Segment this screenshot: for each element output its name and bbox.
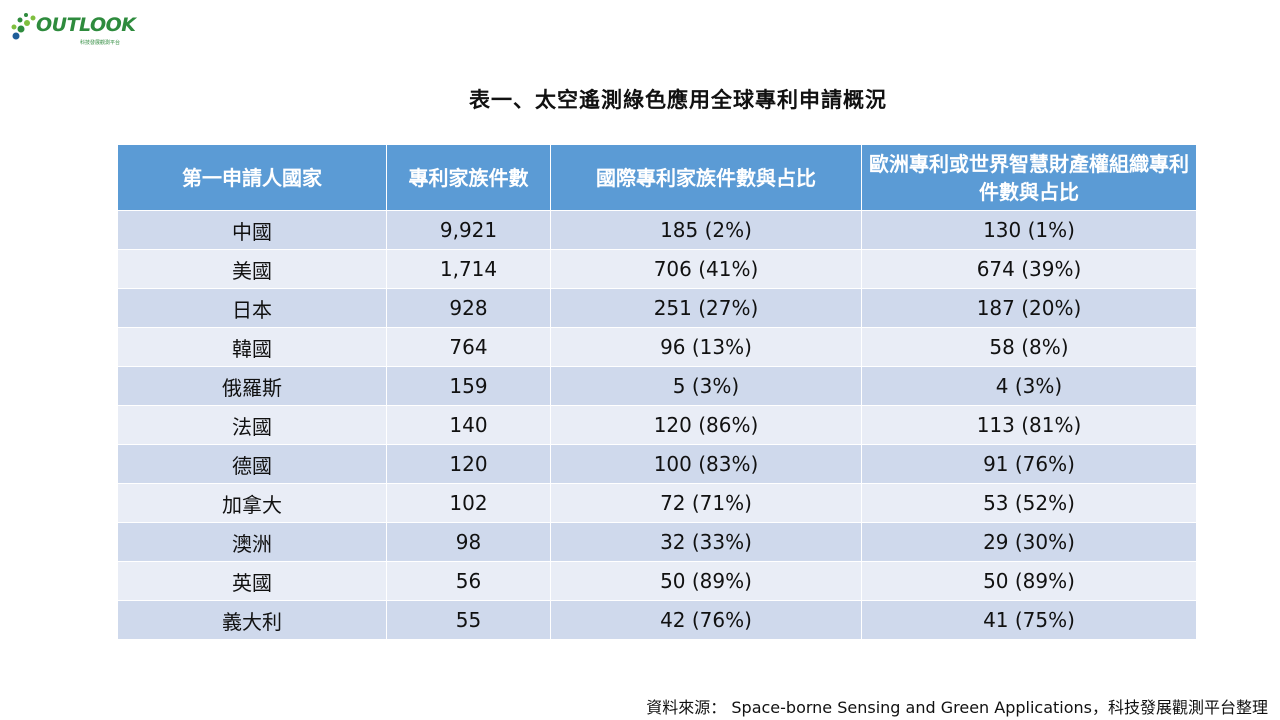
- table-title: 表一、太空遙測綠色應用全球專利申請概況: [469, 88, 887, 112]
- cell-country: 俄羅斯: [117, 366, 387, 406]
- cell-country: 英國: [117, 561, 387, 601]
- table-row: 澳洲 98 32 (33%) 29 (30%): [117, 522, 1197, 562]
- cell-ep-wipo: 674 (39%): [861, 249, 1197, 289]
- cell-family-count: 55: [386, 600, 551, 640]
- cell-intl-family: 96 (13%): [550, 327, 862, 367]
- table-row: 加拿大 102 72 (71%) 53 (52%): [117, 483, 1197, 523]
- cell-country: 德國: [117, 444, 387, 484]
- cell-ep-wipo: 58 (8%): [861, 327, 1197, 367]
- cell-family-count: 98: [386, 522, 551, 562]
- cell-family-count: 120: [386, 444, 551, 484]
- cell-ep-wipo: 4 (3%): [861, 366, 1197, 406]
- cell-family-count: 764: [386, 327, 551, 367]
- cell-ep-wipo: 50 (89%): [861, 561, 1197, 601]
- table-header-row: 第一申請人國家 專利家族件數 國際專利家族件數與占比 歐洲專利或世界智慧財產權組…: [117, 144, 1197, 211]
- table-row: 英國 56 50 (89%) 50 (89%): [117, 561, 1197, 601]
- table-row: 德國 120 100 (83%) 91 (76%): [117, 444, 1197, 484]
- cell-intl-family: 72 (71%): [550, 483, 862, 523]
- cell-country: 義大利: [117, 600, 387, 640]
- table-row: 美國 1,714 706 (41%) 674 (39%): [117, 249, 1197, 289]
- header-intl-family: 國際專利家族件數與占比: [550, 144, 862, 211]
- cell-intl-family: 5 (3%): [550, 366, 862, 406]
- source-note: 資料來源： Space-borne Sensing and Green Appl…: [646, 698, 1268, 717]
- cell-country: 加拿大: [117, 483, 387, 523]
- table-row: 法國 140 120 (86%) 113 (81%): [117, 405, 1197, 445]
- cell-intl-family: 32 (33%): [550, 522, 862, 562]
- header-country: 第一申請人國家: [117, 144, 387, 211]
- patent-table: 第一申請人國家 專利家族件數 國際專利家族件數與占比 歐洲專利或世界智慧財產權組…: [117, 144, 1197, 640]
- cell-intl-family: 706 (41%): [550, 249, 862, 289]
- cell-intl-family: 50 (89%): [550, 561, 862, 601]
- logo-text: OUTLOOK: [36, 14, 136, 36]
- cell-ep-wipo: 130 (1%): [861, 210, 1197, 250]
- cell-family-count: 1,714: [386, 249, 551, 289]
- cell-country: 中國: [117, 210, 387, 250]
- header-ep-wipo: 歐洲專利或世界智慧財產權組織專利件數與占比: [861, 144, 1197, 211]
- table-row: 義大利 55 42 (76%) 41 (75%): [117, 600, 1197, 640]
- cell-ep-wipo: 29 (30%): [861, 522, 1197, 562]
- logo-subtitle: 科技發展觀測平台: [80, 40, 121, 46]
- cell-country: 澳洲: [117, 522, 387, 562]
- cell-family-count: 56: [386, 561, 551, 601]
- cell-family-count: 9,921: [386, 210, 551, 250]
- cell-family-count: 159: [386, 366, 551, 406]
- cell-ep-wipo: 91 (76%): [861, 444, 1197, 484]
- cell-intl-family: 100 (83%): [550, 444, 862, 484]
- cell-ep-wipo: 53 (52%): [861, 483, 1197, 523]
- cell-ep-wipo: 41 (75%): [861, 600, 1197, 640]
- table-row: 日本 928 251 (27%) 187 (20%): [117, 288, 1197, 328]
- table-row: 韓國 764 96 (13%) 58 (8%): [117, 327, 1197, 367]
- cell-country: 日本: [117, 288, 387, 328]
- table-row: 俄羅斯 159 5 (3%) 4 (3%): [117, 366, 1197, 406]
- cell-intl-family: 42 (76%): [550, 600, 862, 640]
- header-family-count: 專利家族件數: [386, 144, 551, 211]
- cell-ep-wipo: 113 (81%): [861, 405, 1197, 445]
- cell-country: 韓國: [117, 327, 387, 367]
- cell-intl-family: 251 (27%): [550, 288, 862, 328]
- cell-ep-wipo: 187 (20%): [861, 288, 1197, 328]
- cell-family-count: 140: [386, 405, 551, 445]
- cell-intl-family: 185 (2%): [550, 210, 862, 250]
- cell-intl-family: 120 (86%): [550, 405, 862, 445]
- cell-country: 法國: [117, 405, 387, 445]
- cell-family-count: 102: [386, 483, 551, 523]
- cell-family-count: 928: [386, 288, 551, 328]
- logo-dots-icon: [11, 13, 36, 40]
- table-row: 中國 9,921 185 (2%) 130 (1%): [117, 210, 1197, 250]
- cell-country: 美國: [117, 249, 387, 289]
- outlook-logo: OUTLOOK 科技發展觀測平台: [10, 10, 136, 50]
